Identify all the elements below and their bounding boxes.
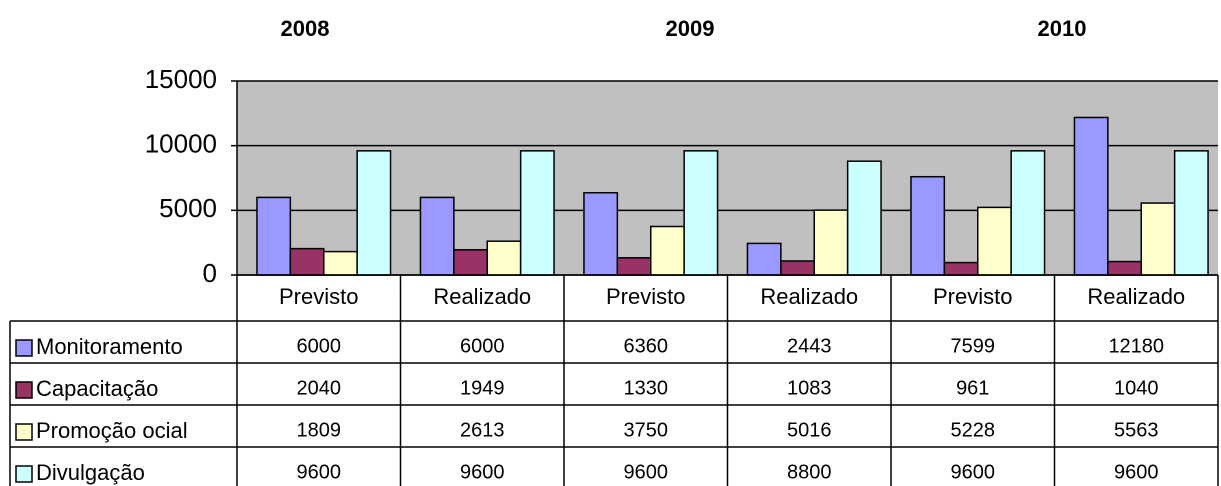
- bar: [616, 257, 652, 276]
- legend-key: [15, 465, 33, 483]
- table-value: 1083: [787, 377, 832, 399]
- bar: [683, 150, 719, 276]
- plot-area: [237, 81, 1218, 275]
- group-label: 2008: [281, 16, 330, 41]
- legend-key: [15, 381, 33, 399]
- bar: [846, 160, 882, 276]
- group-label: 2009: [666, 16, 715, 41]
- table-value: 6000: [297, 335, 342, 357]
- bar: [977, 206, 1012, 276]
- x-tick-label: Realizado: [760, 284, 858, 309]
- table-value: 2040: [297, 377, 342, 399]
- table-value: 9600: [951, 461, 996, 483]
- y-tick-label: 10000: [145, 129, 217, 159]
- table-value: 9600: [1114, 461, 1159, 483]
- table-value: 5016: [787, 419, 832, 441]
- table-value: 1949: [460, 377, 505, 399]
- table-value: 2613: [460, 419, 505, 441]
- group-label: 2010: [1038, 16, 1087, 41]
- table-value: 9600: [297, 461, 342, 483]
- bar: [289, 247, 325, 276]
- table-value: 9600: [624, 461, 669, 483]
- legend-label: Divulgação: [36, 460, 145, 485]
- table-value: 5563: [1114, 419, 1159, 441]
- table-value: 9600: [460, 461, 505, 483]
- bar: [910, 175, 946, 276]
- x-tick-label: Realizado: [433, 284, 531, 309]
- legend-label: Promoção ocial: [36, 418, 188, 443]
- bar: [486, 240, 522, 276]
- legend-key: [15, 423, 33, 441]
- bar: [1173, 150, 1209, 276]
- table-value: 2443: [787, 335, 832, 357]
- legend-label: Monitoramento: [36, 334, 183, 359]
- table-value: 6000: [460, 335, 505, 357]
- x-tick-label: Realizado: [1087, 284, 1185, 309]
- table-value: 7599: [951, 335, 996, 357]
- table-value: 5228: [951, 419, 996, 441]
- x-tick-label: Previsto: [606, 284, 685, 309]
- x-tick-label: Previsto: [279, 284, 358, 309]
- bar: [1010, 150, 1046, 276]
- table-value: 1809: [297, 419, 342, 441]
- bar: [780, 260, 815, 276]
- bar: [583, 191, 619, 276]
- y-tick-label: 15000: [145, 64, 217, 94]
- bar: [943, 261, 979, 276]
- legend-key: [15, 339, 33, 357]
- bar: [323, 250, 358, 276]
- table-value: 1330: [624, 377, 669, 399]
- table-value: 961: [956, 377, 989, 399]
- bar: [356, 150, 392, 276]
- bar: [1107, 260, 1142, 276]
- table-value: 8800: [787, 461, 832, 483]
- table-value: 6360: [624, 335, 669, 357]
- legend-label: Capacitação: [36, 376, 158, 401]
- bar: [746, 242, 782, 276]
- bar: [1073, 116, 1109, 276]
- bar: [1140, 202, 1176, 276]
- table-value: 1040: [1114, 377, 1159, 399]
- bar: [256, 196, 292, 276]
- y-tick-label: 0: [203, 258, 217, 288]
- bar: [813, 209, 849, 276]
- y-tick-label: 5000: [159, 193, 217, 223]
- bar: [519, 150, 555, 276]
- table-value: 12180: [1108, 335, 1164, 357]
- bar: [419, 196, 455, 276]
- bar: [453, 249, 489, 276]
- bar: [650, 225, 685, 276]
- x-tick-label: Previsto: [933, 284, 1012, 309]
- table-value: 3750: [624, 419, 669, 441]
